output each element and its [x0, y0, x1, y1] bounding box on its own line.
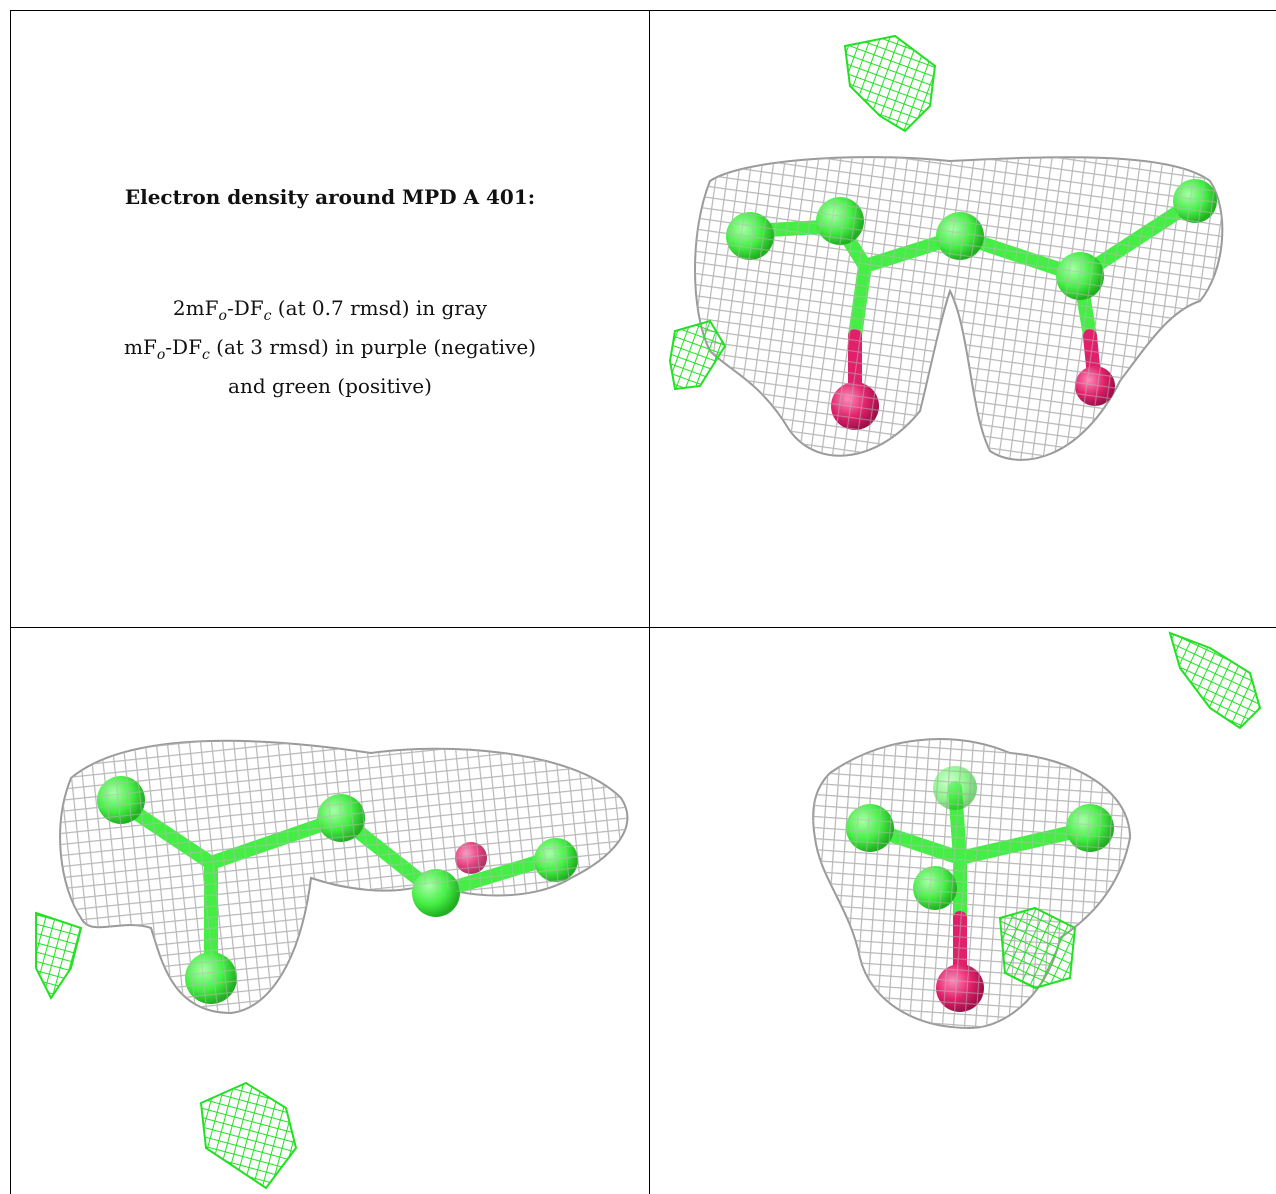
grid-top-border [10, 10, 1276, 11]
difference-density-green [1168, 631, 1262, 730]
bottom-right-view [650, 628, 1276, 1194]
difference-density-green [199, 1081, 298, 1190]
caption-line-2: mFo-DFc (at 3 rmsd) in purple (negative) [124, 335, 536, 363]
caption-line-1: 2mFo-DFc (at 0.7 rmsd) in gray [172, 296, 488, 324]
difference-density-green [668, 319, 727, 391]
difference-density-green [35, 911, 83, 1000]
bottom-left-view [11, 628, 649, 1194]
grid-center-divider [649, 10, 650, 1194]
grid-middle-divider [10, 627, 1276, 628]
grid-left-border [10, 10, 11, 1194]
caption-description: 2mFo-DFc (at 0.7 rmsd) in gray mFo-DFc (… [11, 293, 649, 402]
caption-line-3: and green (positive) [228, 374, 432, 398]
difference-density-green [998, 906, 1077, 990]
caption-cell: Electron density around MPD A 401: 2mFo-… [11, 11, 649, 627]
difference-density-green [843, 34, 937, 133]
caption-title: Electron density around MPD A 401: [124, 185, 536, 209]
top-right-view [650, 11, 1276, 627]
